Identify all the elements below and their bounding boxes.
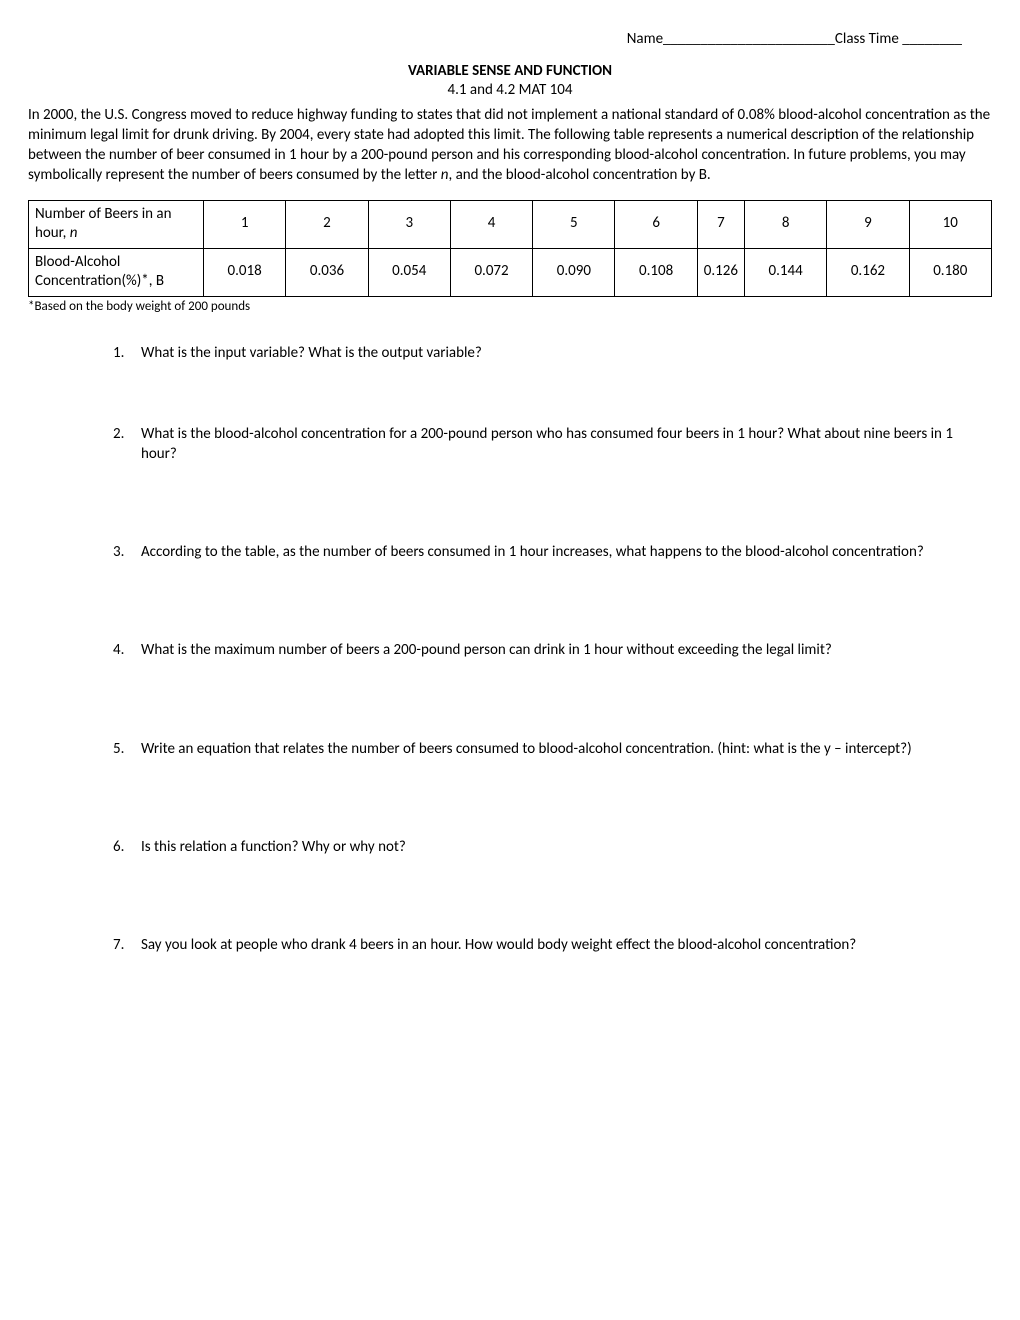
table-row: Number of Beers in an hour, n 1 2 3 4 5 … xyxy=(29,200,992,248)
question-list: 1. What is the input variable? What is t… xyxy=(28,343,992,955)
table-cell: 0.162 xyxy=(827,248,909,296)
table-cell: 0.072 xyxy=(450,248,532,296)
question-item: 1. What is the input variable? What is t… xyxy=(113,343,992,363)
class-label: Class Time xyxy=(835,30,899,48)
row1-label: Number of Beers in an hour, n xyxy=(29,200,204,248)
table-cell: 0.054 xyxy=(368,248,450,296)
question-item: 6.Is this relation a function? Why or wh… xyxy=(113,837,992,857)
table-cell: 9 xyxy=(827,200,909,248)
question-item: 4.What is the maximum number of beers a … xyxy=(113,640,992,660)
table-cell: 4 xyxy=(450,200,532,248)
table-cell: 8 xyxy=(744,200,826,248)
row2-label: Blood-Alcohol Concentration(%)*, B xyxy=(29,248,204,296)
data-table: Number of Beers in an hour, n 1 2 3 4 5 … xyxy=(28,200,992,297)
question-item: 3.According to the table, as the number … xyxy=(113,542,992,562)
question-item: 2.What is the blood-alcohol concentratio… xyxy=(113,424,992,465)
table-footnote: *Based on the body weight of 200 pounds xyxy=(28,299,992,316)
table-cell: 1 xyxy=(204,200,286,248)
table-cell: 0.144 xyxy=(744,248,826,296)
page-title: VARIABLE SENSE AND FUNCTION xyxy=(28,62,992,82)
class-blank: ________ xyxy=(902,30,962,48)
table-row: Blood-Alcohol Concentration(%)*, B 0.018… xyxy=(29,248,992,296)
page-subtitle: 4.1 and 4.2 MAT 104 xyxy=(28,81,992,101)
table-cell: 10 xyxy=(909,200,991,248)
table-cell: 6 xyxy=(615,200,697,248)
table-cell: 0.018 xyxy=(204,248,286,296)
table-cell: 7 xyxy=(697,200,744,248)
intro-paragraph: In 2000, the U.S. Congress moved to redu… xyxy=(28,105,992,186)
table-cell: 2 xyxy=(286,200,368,248)
table-cell: 5 xyxy=(533,200,615,248)
table-cell: 0.180 xyxy=(909,248,991,296)
table-cell: 0.108 xyxy=(615,248,697,296)
table-cell: 0.090 xyxy=(533,248,615,296)
table-cell: 0.036 xyxy=(286,248,368,296)
question-item: 5.Write an equation that relates the num… xyxy=(113,739,992,759)
name-blank: _______________________ xyxy=(663,30,835,48)
header-line: Name_______________________Class Time __… xyxy=(28,30,992,50)
question-item: 7.Say you look at people who drank 4 bee… xyxy=(113,935,992,955)
intro-after: , and the blood-alcohol concentration by… xyxy=(448,166,710,184)
name-label: Name xyxy=(627,30,663,48)
table-cell: 3 xyxy=(368,200,450,248)
table-cell: 0.126 xyxy=(697,248,744,296)
